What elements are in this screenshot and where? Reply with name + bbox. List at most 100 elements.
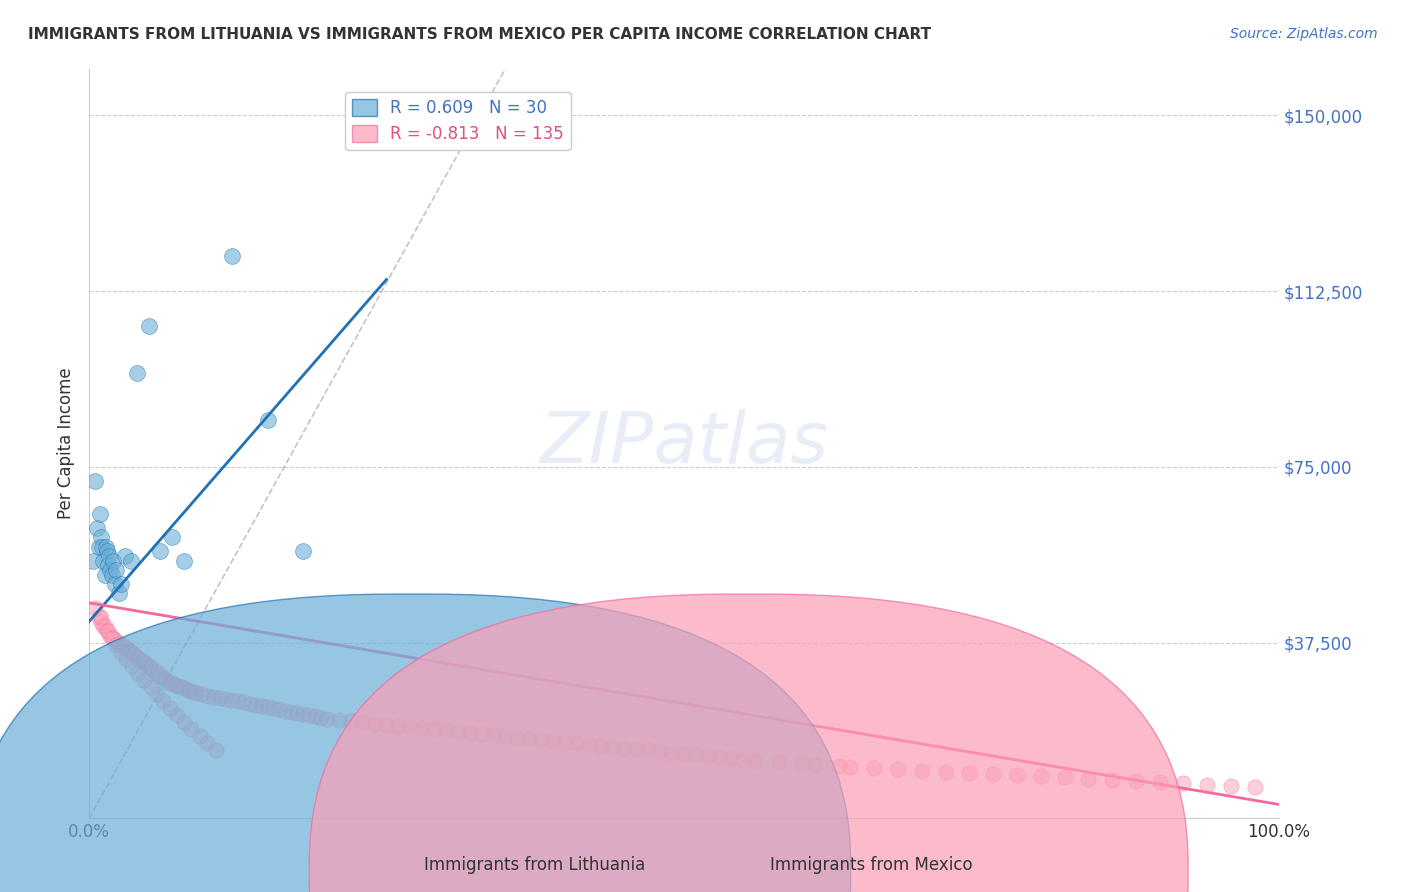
Immigrants from Mexico (304, 709, 326, 723)
Immigrants from Mexico (146, 687, 169, 701)
Immigrants from Mexico (494, 730, 516, 744)
Immigrants from Lithuania (93, 567, 115, 582)
Y-axis label: Per Capita Income: Per Capita Income (58, 368, 75, 519)
Immigrants from Mexico (316, 712, 339, 726)
Immigrants from Lithuania (94, 540, 117, 554)
Immigrants from Lithuania (87, 540, 110, 554)
Immigrants from Mexico (153, 671, 176, 685)
Immigrants from Mexico (375, 717, 398, 731)
Immigrants from Mexico (167, 679, 190, 693)
Immigrants from Mexico (565, 736, 588, 750)
Immigrants from Mexico (613, 741, 636, 756)
Immigrants from Mexico (197, 689, 219, 703)
Immigrants from Mexico (530, 732, 553, 747)
Immigrants from Mexico (661, 746, 683, 760)
Immigrants from Mexico (100, 629, 122, 643)
Immigrants from Mexico (245, 698, 267, 712)
Immigrants from Mexico (434, 723, 457, 738)
Immigrants from Mexico (93, 619, 115, 633)
Immigrants from Mexico (115, 652, 138, 666)
Immigrants from Mexico (589, 739, 612, 753)
Immigrants from Lithuania (98, 549, 121, 563)
Immigrants from Mexico (482, 728, 505, 742)
Immigrants from Mexico (183, 685, 205, 699)
Immigrants from Mexico (139, 661, 162, 675)
Immigrants from Mexico (139, 680, 162, 694)
Immigrants from Mexico (298, 708, 321, 723)
Immigrants from Mexico (1220, 779, 1243, 793)
Immigrants from Mexico (803, 757, 825, 772)
Text: ZIPatlas: ZIPatlas (540, 409, 828, 478)
Immigrants from Mexico (110, 645, 132, 659)
Immigrants from Mexico (226, 694, 249, 708)
Immigrants from Mexico (387, 719, 409, 733)
Text: Source: ZipAtlas.com: Source: ZipAtlas.com (1230, 27, 1378, 41)
Immigrants from Mexico (517, 731, 540, 746)
Immigrants from Lithuania (93, 554, 115, 568)
Immigrants from Mexico (1173, 776, 1195, 790)
Immigrants from Mexico (105, 638, 128, 652)
Immigrants from Mexico (720, 751, 742, 765)
Immigrants from Lithuania (292, 544, 315, 558)
Immigrants from Mexico (709, 750, 731, 764)
Immigrants from Mexico (672, 747, 695, 761)
Immigrants from Mexico (155, 673, 177, 688)
Immigrants from Mexico (554, 735, 576, 749)
Immigrants from Mexico (114, 640, 136, 655)
Immigrants from Mexico (177, 682, 200, 697)
Immigrants from Mexico (215, 692, 238, 706)
Immigrants from Lithuania (104, 577, 127, 591)
Immigrants from Lithuania (108, 586, 131, 600)
Immigrants from Mexico (162, 676, 184, 690)
Immigrants from Lithuania (100, 567, 122, 582)
Immigrants from Mexico (90, 615, 112, 629)
Immigrants from Mexico (163, 678, 186, 692)
Immigrants from Mexico (1005, 768, 1028, 782)
Immigrants from Mexico (696, 749, 718, 764)
Immigrants from Mexico (733, 753, 755, 767)
Immigrants from Mexico (208, 690, 231, 705)
Immigrants from Mexico (309, 711, 332, 725)
Immigrants from Lithuania (86, 521, 108, 535)
Immigrants from Lithuania (90, 530, 112, 544)
Immigrants from Mexico (1197, 778, 1219, 792)
Immigrants from Mexico (132, 673, 155, 688)
Immigrants from Mexico (328, 713, 350, 727)
Immigrants from Mexico (159, 675, 181, 690)
Immigrants from Mexico (100, 631, 122, 645)
Immigrants from Mexico (173, 681, 195, 695)
Immigrants from Mexico (744, 754, 766, 768)
Immigrants from Mexico (250, 698, 273, 713)
Immigrants from Mexico (768, 755, 790, 769)
Immigrants from Mexico (339, 714, 361, 728)
Immigrants from Mexico (792, 756, 814, 771)
Immigrants from Mexico (256, 699, 278, 714)
Immigrants from Lithuania (100, 563, 122, 577)
Immigrants from Mexico (269, 702, 291, 716)
Immigrants from Mexico (363, 716, 385, 731)
Immigrants from Mexico (232, 695, 254, 709)
Immigrants from Mexico (411, 722, 433, 736)
Immigrants from Mexico (166, 708, 188, 723)
Immigrants from Mexico (128, 652, 150, 666)
Immigrants from Lithuania (256, 413, 278, 427)
Immigrants from Mexico (120, 645, 142, 659)
Immigrants from Mexico (578, 738, 600, 752)
Immigrants from Lithuania (120, 554, 142, 568)
Immigrants from Mexico (911, 764, 934, 778)
Immigrants from Mexico (108, 636, 131, 650)
Immigrants from Mexico (131, 655, 153, 669)
Immigrants from Mexico (285, 706, 308, 720)
Immigrants from Mexico (205, 743, 228, 757)
Immigrants from Mexico (173, 715, 195, 730)
Immigrants from Lithuania (114, 549, 136, 563)
Immigrants from Mexico (87, 610, 110, 624)
Immigrants from Mexico (506, 731, 529, 745)
Immigrants from Mexico (104, 633, 127, 648)
Immigrants from Lithuania (91, 540, 114, 554)
Immigrants from Mexico (188, 730, 211, 744)
Immigrants from Mexico (447, 724, 470, 739)
Immigrants from Mexico (1125, 774, 1147, 789)
Immigrants from Mexico (159, 701, 181, 715)
Immigrants from Mexico (191, 687, 214, 701)
